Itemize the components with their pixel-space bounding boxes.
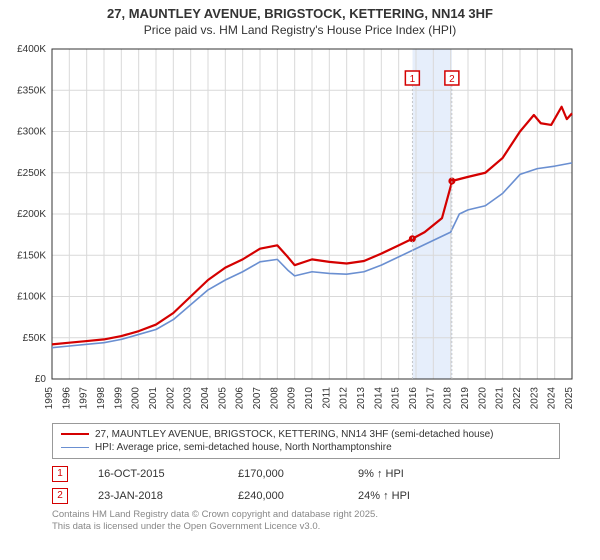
marker-row: 1 16-OCT-2015 £170,000 9% ↑ HPI [52,463,560,485]
svg-text:2020: 2020 [477,386,488,409]
svg-text:2014: 2014 [373,386,384,409]
attribution-footer: Contains HM Land Registry data © Crown c… [52,509,560,534]
sale-markers-table: 1 16-OCT-2015 £170,000 9% ↑ HPI 2 23-JAN-2018… [52,463,560,507]
footer-line2: This data is licensed under the Open Gov… [52,521,560,533]
svg-text:2005: 2005 [217,386,228,409]
legend-label: HPI: Average price, semi-detached house,… [95,442,392,453]
svg-text:£300K: £300K [17,126,46,137]
svg-text:1999: 1999 [113,386,124,409]
svg-text:1: 1 [410,74,416,85]
svg-text:2015: 2015 [391,386,402,409]
legend-label: 27, MAUNTLEY AVENUE, BRIGSTOCK, KETTERIN… [95,429,493,440]
svg-text:2017: 2017 [425,386,436,409]
svg-text:2011: 2011 [321,386,332,408]
svg-text:2006: 2006 [235,386,246,409]
svg-text:2003: 2003 [183,386,194,409]
svg-text:£250K: £250K [17,168,46,179]
legend-item: 27, MAUNTLEY AVENUE, BRIGSTOCK, KETTERIN… [61,428,551,441]
svg-text:1996: 1996 [61,386,72,409]
svg-text:2001: 2001 [148,386,159,409]
svg-text:2004: 2004 [200,386,211,409]
legend-swatch [61,447,89,449]
chart-container: 27, MAUNTLEY AVENUE, BRIGSTOCK, KETTERIN… [0,0,600,560]
svg-text:1998: 1998 [96,386,107,409]
svg-text:2019: 2019 [460,386,471,409]
marker-date: 16-OCT-2015 [98,468,208,480]
chart-title-line1: 27, MAUNTLEY AVENUE, BRIGSTOCK, KETTERIN… [0,0,600,23]
marker-date: 23-JAN-2018 [98,490,208,502]
svg-text:2025: 2025 [564,386,575,409]
svg-text:2024: 2024 [547,386,558,409]
marker-delta: 24% ↑ HPI [358,490,410,502]
svg-text:2023: 2023 [529,386,540,409]
svg-text:1995: 1995 [44,386,55,409]
svg-text:2002: 2002 [165,386,176,409]
marker-number-box: 2 [52,488,68,504]
legend: 27, MAUNTLEY AVENUE, BRIGSTOCK, KETTERIN… [52,423,560,459]
marker-delta: 9% ↑ HPI [358,468,404,480]
svg-text:2016: 2016 [408,386,419,409]
legend-swatch [61,433,89,435]
chart-title-line2: Price paid vs. HM Land Registry's House … [0,23,600,41]
footer-line1: Contains HM Land Registry data © Crown c… [52,509,560,521]
marker-price: £240,000 [238,490,328,502]
svg-text:2: 2 [449,74,455,85]
svg-text:2010: 2010 [304,386,315,409]
svg-text:2008: 2008 [269,386,280,409]
svg-text:2018: 2018 [443,386,454,409]
marker-row: 2 23-JAN-2018 £240,000 24% ↑ HPI [52,485,560,507]
svg-text:£400K: £400K [17,44,46,55]
marker-number-box: 1 [52,466,68,482]
svg-text:£50K: £50K [23,333,47,344]
svg-text:£200K: £200K [17,209,46,220]
svg-text:£350K: £350K [17,85,46,96]
svg-text:2009: 2009 [287,386,298,409]
legend-item: HPI: Average price, semi-detached house,… [61,441,551,454]
svg-text:2013: 2013 [356,386,367,409]
svg-text:2012: 2012 [339,386,350,409]
svg-text:2000: 2000 [131,386,142,409]
svg-text:1997: 1997 [79,386,90,409]
marker-price: £170,000 [238,468,328,480]
svg-text:£150K: £150K [17,250,46,261]
price-chart: £0 £50K £100K £150K £200K £250K £300K £350K £400… [0,41,600,419]
svg-text:2021: 2021 [495,386,506,409]
svg-text:2022: 2022 [512,386,523,409]
svg-text:2007: 2007 [252,386,263,409]
svg-text:£100K: £100K [17,291,46,302]
svg-text:£0: £0 [35,374,47,385]
